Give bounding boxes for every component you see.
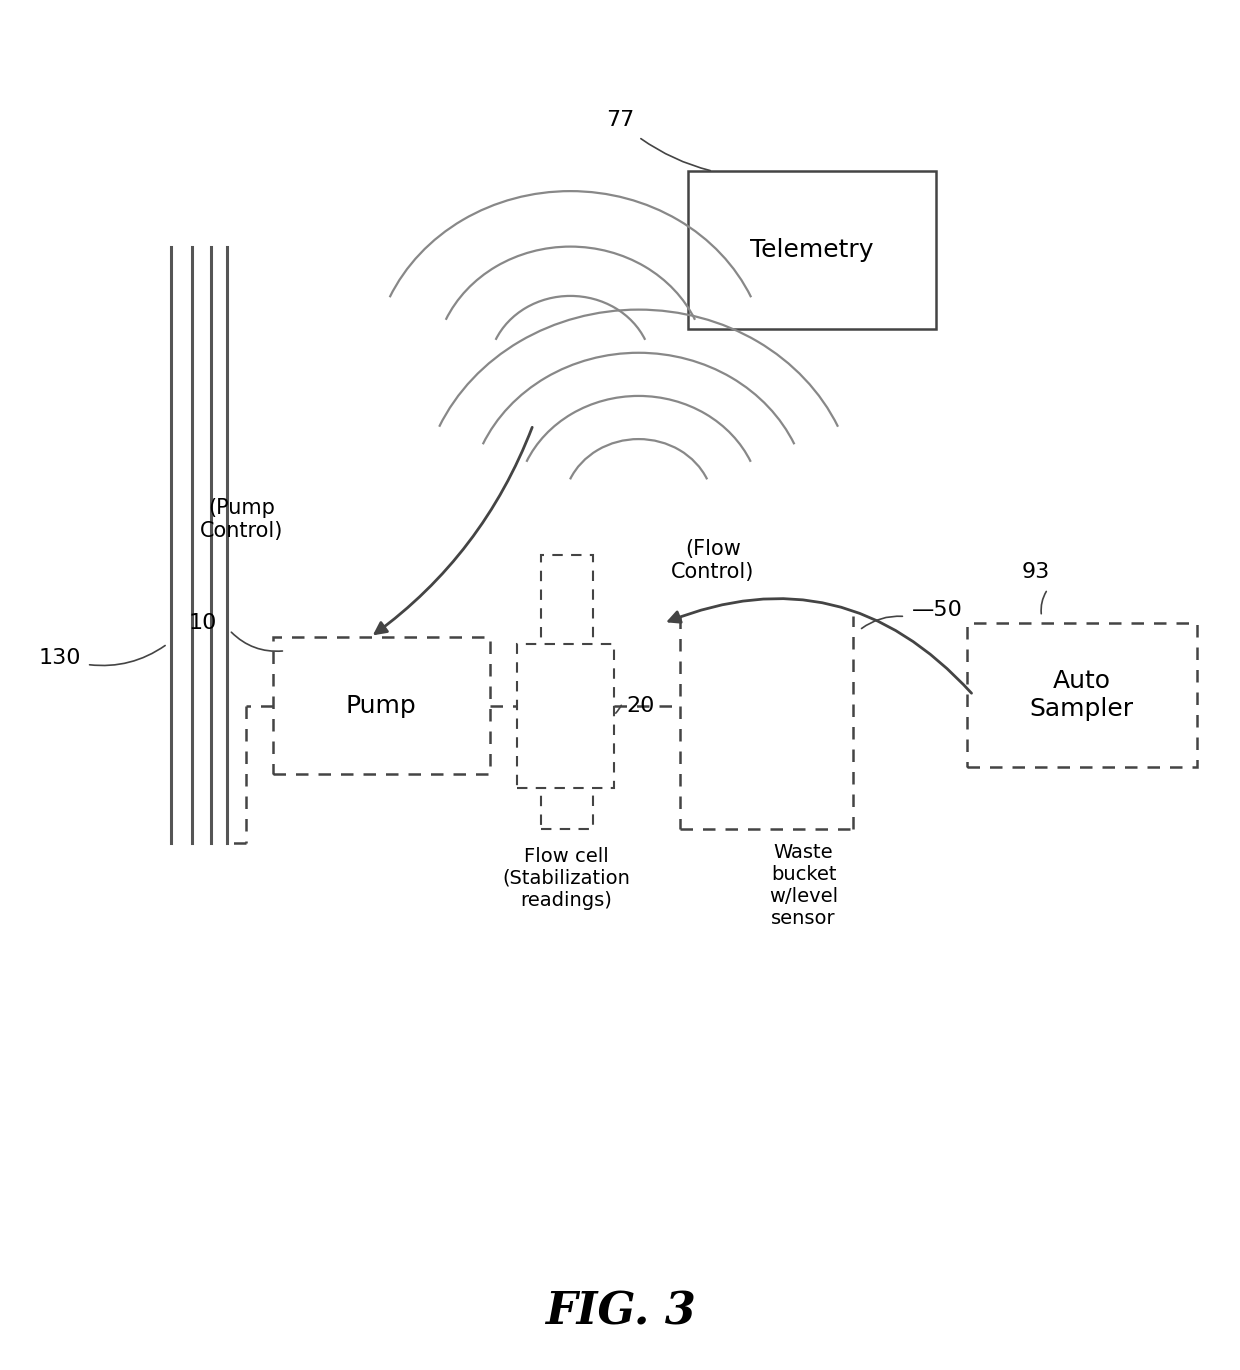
- Text: Telemetry: Telemetry: [750, 238, 874, 262]
- Text: 130: 130: [38, 648, 81, 667]
- Text: (Pump
Control): (Pump Control): [200, 497, 284, 541]
- Text: Auto
Sampler: Auto Sampler: [1030, 670, 1133, 721]
- Bar: [541, 555, 593, 829]
- Text: FIG. 3: FIG. 3: [544, 1291, 696, 1334]
- Text: —50: —50: [911, 600, 962, 619]
- Bar: [967, 623, 1197, 767]
- Text: 77: 77: [606, 110, 634, 130]
- Text: (Flow
Control): (Flow Control): [671, 538, 755, 582]
- Text: 20: 20: [626, 696, 655, 715]
- Text: Pump: Pump: [346, 693, 417, 718]
- Text: 10: 10: [188, 614, 217, 633]
- Bar: [688, 171, 936, 329]
- Bar: [517, 644, 614, 788]
- Text: 93: 93: [1022, 562, 1049, 582]
- Text: Flow cell
(Stabilization
readings): Flow cell (Stabilization readings): [502, 847, 631, 910]
- Bar: [273, 637, 490, 774]
- Text: Waste
bucket
w/level
sensor: Waste bucket w/level sensor: [769, 843, 838, 927]
